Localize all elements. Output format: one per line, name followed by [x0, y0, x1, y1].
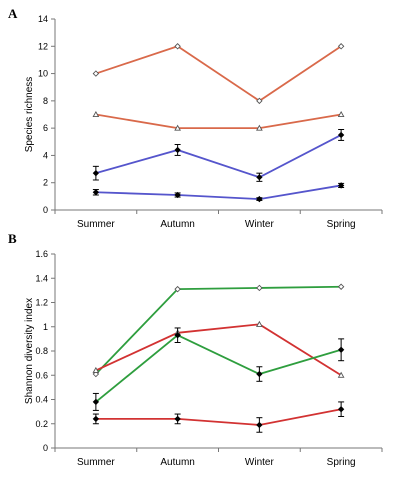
panel-letter: B	[8, 231, 17, 246]
data-point	[92, 189, 100, 196]
series-4	[92, 401, 345, 433]
data-point	[174, 285, 181, 293]
y-tick-label: 0	[43, 205, 48, 215]
data-point	[174, 191, 181, 199]
x-tick-label: Spring	[327, 219, 356, 230]
data-point	[256, 421, 263, 429]
data-point	[256, 320, 263, 327]
y-tick-label: 6	[43, 123, 48, 133]
series-3	[92, 327, 345, 411]
data-point	[256, 124, 263, 131]
y-tick-label: 2	[43, 178, 48, 188]
x-tick-label: Summer	[77, 457, 115, 468]
series-2	[92, 110, 345, 131]
chart-panel-b: B 0 0.2 0.4 0.6 0.8 1 1.2 1.4 1.6 Summer Autumn Wint…	[8, 231, 383, 468]
data-point	[174, 332, 181, 339]
y-tick-label: 1.6	[35, 249, 48, 259]
data-point	[337, 283, 345, 290]
data-point	[337, 110, 345, 118]
data-point	[337, 406, 345, 413]
data-point	[92, 415, 100, 423]
data-point	[256, 174, 263, 181]
series-line	[95, 323, 342, 377]
data-point	[174, 43, 181, 50]
y-tick-label: 0.6	[35, 370, 48, 380]
y-axis-label: Species richness	[24, 77, 35, 153]
y-tick-label: 0.8	[35, 346, 48, 356]
y-tick-label: 0	[43, 443, 48, 453]
series-line	[95, 408, 342, 426]
series-1	[92, 283, 345, 378]
data-point	[337, 43, 345, 50]
x-tick-label: Autumn	[160, 219, 194, 230]
data-point	[92, 370, 100, 378]
y-tick-label: 14	[38, 14, 48, 24]
series-line	[95, 285, 342, 375]
data-point	[92, 398, 100, 406]
y-tick-label: 1	[43, 322, 48, 332]
y-tick-label: 10	[38, 69, 48, 79]
panel-letter: A	[8, 6, 18, 21]
data-point	[174, 124, 181, 131]
y-tick-label: 0.2	[35, 419, 48, 429]
y-tick-label: 1.2	[35, 298, 48, 308]
x-tick-label: Summer	[77, 219, 115, 230]
x-tick-label: Spring	[327, 457, 356, 468]
series-1	[92, 43, 345, 105]
data-point	[337, 182, 345, 189]
series-3	[92, 129, 345, 182]
data-point	[337, 131, 345, 139]
data-point	[256, 284, 263, 292]
data-point	[256, 370, 263, 378]
data-point	[92, 110, 100, 118]
y-tick-label: 12	[38, 41, 48, 51]
y-tick-label: 1.4	[35, 273, 48, 283]
y-tick-label: 0.4	[35, 395, 48, 405]
series-line	[95, 334, 342, 403]
data-point	[92, 169, 100, 177]
series-line	[95, 113, 342, 130]
y-axis-label: Shannon diversity index	[24, 298, 35, 404]
data-point	[256, 97, 263, 105]
x-tick-label: Winter	[245, 457, 275, 468]
series-4	[92, 182, 345, 203]
data-point	[174, 146, 181, 154]
chart-panel-a: A 0 2 4 6 8 10 12 14 Summer Autumn Winter Spring Spec…	[8, 6, 383, 230]
y-tick-label: 4	[43, 150, 48, 160]
series-line	[95, 134, 342, 179]
data-point	[92, 366, 100, 373]
data-point	[174, 415, 181, 423]
x-tick-label: Autumn	[160, 457, 194, 468]
series-2	[92, 320, 345, 378]
x-tick-label: Winter	[245, 219, 275, 230]
series-line	[95, 184, 342, 200]
data-point	[92, 70, 100, 77]
data-point	[256, 195, 263, 203]
series-line	[95, 45, 342, 102]
y-tick-label: 8	[43, 96, 48, 106]
data-point	[337, 346, 345, 353]
data-point	[337, 371, 345, 378]
